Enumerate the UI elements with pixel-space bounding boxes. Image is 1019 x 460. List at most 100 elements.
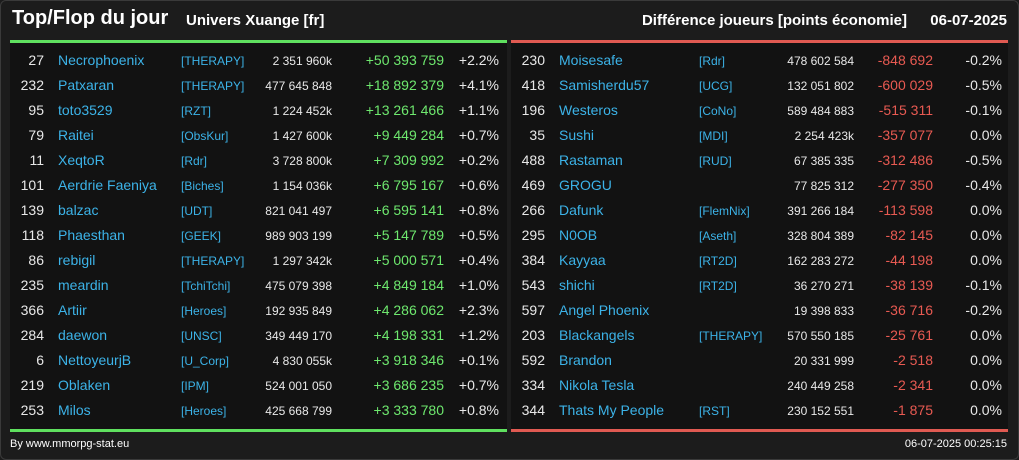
points-delta: +3 333 780 [373,402,444,418]
alliance-tag-link[interactable]: [Biches] [181,179,224,193]
player-name-link[interactable]: Westeros [559,102,618,118]
rank: 284 [20,327,44,343]
percent-change: 0.0% [970,227,1002,243]
points-value: 1 427 600k [272,129,332,143]
alliance-tag-link[interactable]: [THERAPY] [181,54,245,68]
player-name-link[interactable]: Patxaran [58,77,115,93]
flop-row: 488 Rastaman [RUD] 67 385 335 -312 486 -0.5% [511,148,1008,173]
player-name-link[interactable]: Samisherdu57 [559,77,650,93]
alliance-tag-link[interactable]: [RUD] [699,154,732,168]
percent-change: +0.7% [458,127,499,143]
points-delta: -600 029 [877,77,933,93]
alliance-tag-link[interactable]: [RT2D] [699,279,737,293]
player-name-link[interactable]: Artiir [58,302,87,318]
flop-row: 344 Thats My People [RST] 230 152 551 -1 875… [511,398,1008,423]
points-value: 477 645 848 [265,79,332,93]
points-delta: -848 692 [877,52,933,68]
alliance-tag-link[interactable]: [Aseth] [699,229,737,243]
percent-change: +0.8% [458,402,499,418]
alliance-tag-link[interactable]: [UCG] [699,79,733,93]
alliance-tag-link[interactable]: [Heroes] [181,304,227,318]
alliance-tag-link[interactable]: [UDT] [181,204,213,218]
points-delta: +5 000 571 [373,252,444,268]
alliance-tag-link[interactable]: [RT2D] [699,254,737,268]
percent-change: +0.1% [458,352,499,368]
player-name-link[interactable]: Blackangels [559,327,635,343]
player-name-link[interactable]: Moisesafe [559,52,623,68]
player-name-link[interactable]: Nikola Tesla [559,377,635,393]
rank: 469 [521,177,545,193]
player-name-link[interactable]: Brandon [559,352,612,368]
player-name-link[interactable]: toto3529 [58,102,113,118]
points-delta: -2 341 [893,377,933,393]
rank: 35 [529,127,545,143]
player-name-link[interactable]: XeqtoR [58,152,105,168]
points-value: 132 051 802 [787,79,854,93]
alliance-tag-link[interactable]: [Heroes] [181,404,227,418]
top-row: 95 toto3529 [RZT] 1 224 452k +13 261 466 +1.1… [10,98,507,123]
player-name-link[interactable]: NettoyeurjB [58,352,132,368]
rank: 101 [20,177,44,193]
alliance-tag-link[interactable]: [FlemNix] [699,204,750,218]
points-delta: +18 892 379 [365,77,444,93]
percent-change: +0.6% [458,177,499,193]
rank: 230 [521,52,545,68]
percent-change: +0.7% [458,377,499,393]
player-name-link[interactable]: Aerdrie Faeniya [58,177,157,193]
player-name-link[interactable]: Oblaken [58,377,111,393]
percent-change: -0.5% [965,77,1002,93]
player-name-link[interactable]: Sushi [559,127,595,143]
universe-label: Univers Xuange [fr] [186,12,325,29]
player-name-link[interactable]: Milos [58,402,91,418]
alliance-tag-link[interactable]: [IPM] [181,379,210,393]
flop-row: 384 Kayyaa [RT2D] 162 283 272 -44 198 0.0% [511,248,1008,273]
alliance-tag-link[interactable]: [U_Corp] [181,354,230,368]
alliance-tag-link[interactable]: [THERAPY] [181,254,245,268]
alliance-tag-link[interactable]: [THERAPY] [699,329,763,343]
points-value: 821 041 497 [265,204,332,218]
player-name-link[interactable]: Phaesthan [58,227,125,243]
percent-change: -0.2% [965,302,1002,318]
player-name-link[interactable]: balzac [58,202,99,218]
player-name-link[interactable]: Kayyaa [559,252,606,268]
player-name-link[interactable]: Dafunk [559,202,604,218]
points-value: 2 351 960k [272,54,332,68]
player-name-link[interactable]: Angel Phoenix [559,302,650,318]
player-name-link[interactable]: rebigil [58,252,96,268]
rank: 6 [36,352,44,368]
player-name-link[interactable]: GROGU [559,177,612,193]
alliance-tag-link[interactable]: [MDI] [699,129,728,143]
percent-change: +1.2% [458,327,499,343]
percent-change: +4.1% [458,77,499,93]
alliance-tag-link[interactable]: [RST] [699,404,730,418]
top-row: 232 Patxaran [THERAPY] 477 645 848 +18 892 3… [10,73,507,98]
player-name-link[interactable]: Necrophoenix [58,52,145,68]
top-row: 284 daewon [UNSC] 349 449 170 +4 198 331 +1.2… [10,323,507,348]
percent-change: 0.0% [970,352,1002,368]
points-value: 478 602 584 [787,54,854,68]
alliance-tag-link[interactable]: [Rdr] [181,154,208,168]
alliance-tag-link[interactable]: [CoNo] [699,104,737,118]
rank: 543 [521,277,545,293]
player-name-link[interactable]: N0OB [559,227,598,243]
percent-change: -0.2% [965,52,1002,68]
points-value: 230 152 551 [787,404,854,418]
player-name-link[interactable]: shichi [559,277,595,293]
points-delta: +3 918 346 [373,352,444,368]
alliance-tag-link[interactable]: [GEEK] [181,229,222,243]
player-name-link[interactable]: meardin [58,277,109,293]
alliance-tag-link[interactable]: [TchiTchi] [181,279,231,293]
alliance-tag-link[interactable]: [RZT] [181,104,211,118]
alliance-tag-link[interactable]: [UNSC] [181,329,222,343]
alliance-tag-link[interactable]: [ObsKur] [181,129,229,143]
percent-change: +0.4% [458,252,499,268]
points-delta: +9 449 284 [373,127,444,143]
player-name-link[interactable]: Raitei [58,127,94,143]
player-name-link[interactable]: Rastaman [559,152,623,168]
alliance-tag-link[interactable]: [Rdr] [699,54,726,68]
player-name-link[interactable]: daewon [58,327,108,343]
top-row: 79 Raitei [ObsKur] 1 427 600k +9 449 284 +0.7… [10,123,507,148]
points-value: 570 550 185 [787,329,854,343]
alliance-tag-link[interactable]: [THERAPY] [181,79,245,93]
player-name-link[interactable]: Thats My People [559,402,665,418]
